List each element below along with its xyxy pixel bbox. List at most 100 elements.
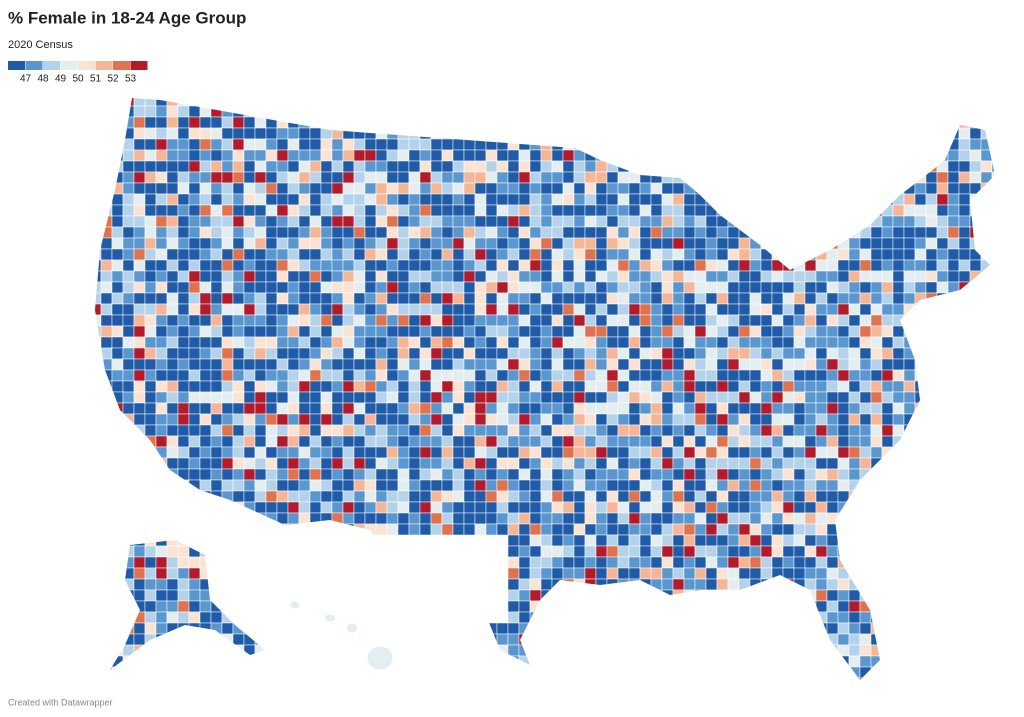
county-cell [826, 644, 839, 657]
county-cell [155, 556, 168, 569]
county-cell [540, 347, 553, 360]
county-cell [837, 204, 850, 217]
county-cell [364, 204, 377, 217]
county-cell [232, 600, 245, 613]
county-cell [661, 545, 674, 558]
county-cell [683, 479, 696, 492]
county-cell [815, 215, 828, 228]
county-cell [518, 567, 531, 580]
county-cell [331, 479, 344, 492]
county-cell [398, 689, 409, 700]
county-cell [859, 204, 872, 217]
county-cell [947, 523, 960, 536]
county-cell [298, 116, 311, 129]
county-cell [166, 259, 179, 272]
county-cell [595, 98, 608, 107]
county-cell [133, 622, 146, 635]
county-cell [188, 347, 201, 360]
county-cell [969, 512, 982, 525]
county-cell [892, 171, 905, 184]
county-cell [650, 391, 663, 404]
county-cell [474, 655, 487, 668]
county-cell [221, 270, 234, 283]
county-cell [100, 369, 113, 382]
county-cell [221, 182, 234, 195]
county-cell [573, 369, 586, 382]
county-cell [661, 160, 674, 173]
county-cell [628, 193, 641, 206]
county-cell [903, 105, 916, 118]
county-cell [111, 501, 124, 514]
county-cell [870, 413, 883, 426]
county-cell [276, 105, 289, 118]
county-cell [881, 666, 894, 679]
county-cell [331, 237, 344, 250]
county-cell [716, 567, 729, 580]
county-cell [375, 391, 388, 404]
county-cell [628, 347, 641, 360]
county-cell [331, 402, 344, 415]
county-cell [914, 435, 927, 448]
county-cell [199, 611, 212, 624]
county-cell [903, 358, 916, 371]
county-cell [947, 600, 960, 613]
county-cell [705, 182, 718, 195]
county-cell [551, 336, 564, 349]
county-cell [639, 589, 652, 602]
county-cell [771, 303, 784, 316]
county-cell [672, 589, 685, 602]
county-cell [397, 303, 410, 316]
county-cell [540, 98, 553, 107]
county-cell [551, 116, 564, 129]
county-cell [463, 325, 476, 338]
county-cell [485, 314, 498, 327]
county-cell [925, 589, 938, 602]
county-cell [320, 644, 333, 657]
county-cell [540, 512, 553, 525]
county-cell [265, 358, 278, 371]
county-cell [507, 424, 520, 437]
county-cell [419, 281, 432, 294]
county-cell [463, 457, 476, 470]
county-cell [727, 501, 740, 514]
county-cell [210, 336, 223, 349]
county-cell [573, 215, 586, 228]
county-cell [958, 314, 971, 327]
county-cell [122, 204, 135, 217]
county-cell [816, 689, 827, 700]
county-cell [496, 336, 509, 349]
county-cell [750, 689, 761, 700]
county-cell [155, 358, 168, 371]
county-cell [232, 567, 245, 580]
county-cell [848, 303, 861, 316]
county-cell [155, 479, 168, 492]
county-cell [595, 578, 608, 591]
county-cell [639, 336, 652, 349]
county-cell [441, 292, 454, 305]
county-cell [309, 655, 322, 668]
county-cell [243, 237, 256, 250]
county-cell [287, 116, 300, 129]
county-cell [672, 446, 685, 459]
county-cell [991, 215, 995, 228]
county-cell [969, 237, 982, 250]
county-cell [474, 512, 487, 525]
county-cell [617, 655, 630, 668]
county-cell [749, 468, 762, 481]
county-cell [606, 446, 619, 459]
county-cell [628, 556, 641, 569]
county-cell [925, 534, 938, 547]
county-cell [133, 138, 146, 151]
county-cell [331, 633, 344, 646]
county-cell [265, 402, 278, 415]
county-cell [859, 116, 872, 129]
county-cell [221, 358, 234, 371]
county-cell [870, 292, 883, 305]
county-cell [122, 600, 135, 613]
county-cell [738, 314, 751, 327]
county-cell [859, 248, 872, 261]
county-cell [529, 413, 542, 426]
county-cell [474, 424, 487, 437]
county-cell [287, 644, 300, 657]
county-cell [738, 149, 751, 162]
